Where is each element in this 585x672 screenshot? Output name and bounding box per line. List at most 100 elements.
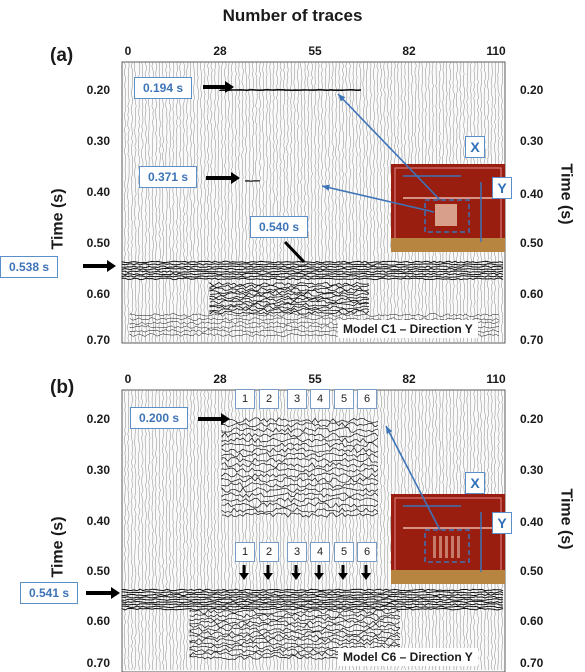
photo-model-c1-cube	[435, 204, 457, 226]
axis-marker-x-b: X	[465, 472, 485, 494]
y-axis-label-b-left: Time (s)	[49, 516, 67, 578]
number-box-top-5: 5	[334, 389, 354, 409]
pointer-0194s-head	[338, 94, 346, 102]
axis-marker-y-a: Y	[492, 177, 512, 199]
panel-a-reflection-0	[219, 88, 362, 92]
y-tick-a-right-0.30: 0.30	[520, 134, 544, 148]
x-tick-b-110: 110	[486, 372, 506, 386]
pointer-0371s	[321, 185, 435, 213]
down-arrow-head-3	[291, 573, 301, 580]
x-tick-b-82: 82	[402, 372, 416, 386]
y-tick-a-left-0.40: 0.40	[86, 185, 110, 199]
axis-marker-y-b: Y	[492, 512, 512, 534]
arrow-0541s-head	[111, 587, 120, 599]
panel-a-reflection-3	[209, 281, 370, 315]
model-caption-b: Model C6 – Direction Y	[338, 648, 478, 666]
y-tick-b-right-0.50: 0.50	[520, 564, 544, 578]
number-box-top-6: 6	[357, 389, 377, 409]
y-tick-a-left-0.70: 0.70	[86, 333, 110, 347]
number-box-bottom-4: 4	[310, 542, 330, 562]
y-axis-label-a-left: Time (s)	[49, 188, 67, 250]
x-tick-a-110: 110	[486, 44, 506, 58]
x-tick-a-55: 55	[308, 44, 322, 58]
y-tick-b-left-0.30: 0.30	[86, 463, 110, 477]
photo-model-c6-column-3	[451, 536, 454, 558]
arrow-0538s-head	[107, 260, 116, 272]
x-tick-b-0: 0	[124, 372, 132, 386]
arrow-0194s-head	[225, 81, 234, 93]
axis-marker-x-a: X	[465, 136, 485, 158]
y-tick-b-right-0.30: 0.30	[520, 463, 544, 477]
number-box-top-3: 3	[287, 389, 307, 409]
pointer-0371s-head	[322, 184, 330, 191]
annotation-0538s: 0.538 s	[0, 256, 59, 278]
y-tick-a-right-0.50: 0.50	[520, 236, 544, 250]
annotation-0371s: 0.371 s	[139, 166, 198, 188]
annotation-0540s: 0.540 s	[250, 216, 309, 238]
number-box-top-4: 4	[310, 389, 330, 409]
down-arrow-head-4	[314, 573, 324, 580]
down-arrow-head-5	[338, 573, 348, 580]
y-axis-label-b-right: Time (s)	[557, 488, 575, 550]
panel-b-reflection-1	[121, 588, 504, 611]
y-tick-a-left-0.60: 0.60	[86, 287, 110, 301]
photo-model-c1-base	[391, 238, 505, 252]
y-tick-a-left-0.30: 0.30	[86, 134, 110, 148]
number-box-bottom-3: 3	[287, 542, 307, 562]
y-tick-b-left-0.60: 0.60	[86, 614, 110, 628]
y-axis-label-a-right: Time (s)	[557, 163, 575, 225]
down-arrow-head-1	[239, 573, 249, 580]
pointer-0200s	[385, 425, 441, 531]
number-box-top-1: 1	[235, 389, 255, 409]
down-arrow-head-2	[263, 573, 273, 580]
y-tick-b-left-0.50: 0.50	[86, 564, 110, 578]
photo-model-c6-column-4	[457, 536, 460, 558]
arrow-0200s-head	[221, 413, 230, 425]
panel-b-reflection-2	[189, 609, 401, 660]
y-tick-b-right-0.20: 0.20	[520, 412, 544, 426]
annotation-0200s: 0.200 s	[130, 407, 189, 429]
pointer-0200s-head	[386, 426, 393, 434]
photo-model-c1-dashed-box	[424, 199, 470, 233]
y-tick-a-right-0.70: 0.70	[520, 333, 544, 347]
down-arrow-head-6	[361, 573, 371, 580]
arrow-0540s	[283, 240, 306, 264]
y-tick-b-right-0.70: 0.70	[520, 656, 544, 670]
panel-a-reflection-4	[129, 313, 500, 337]
y-tick-b-right-0.60: 0.60	[520, 614, 544, 628]
y-tick-b-left-0.20: 0.20	[86, 412, 110, 426]
photo-model-c6-dashed-box	[424, 529, 470, 563]
arrow-0371s-head	[231, 172, 240, 184]
y-tick-a-left-0.20: 0.20	[86, 83, 110, 97]
x-tick-b-55: 55	[308, 372, 322, 386]
panel-a-reflection-2	[121, 260, 504, 281]
y-tick-a-right-0.20: 0.20	[520, 83, 544, 97]
x-tick-b-28: 28	[213, 372, 227, 386]
x-tick-a-82: 82	[402, 44, 416, 58]
y-tick-a-right-0.60: 0.60	[520, 287, 544, 301]
y-tick-a-right-0.40: 0.40	[520, 187, 544, 201]
photo-model-c6-column-2	[445, 536, 448, 558]
y-tick-b-left-0.70: 0.70	[86, 656, 110, 670]
figure-title: Number of traces	[222, 6, 363, 25]
panel-b-reflection-0	[221, 417, 379, 518]
panel-b-label: (b)	[50, 377, 75, 398]
y-tick-b-right-0.40: 0.40	[520, 515, 544, 529]
annotation-0541s: 0.541 s	[20, 582, 79, 604]
number-box-bottom-6: 6	[357, 542, 377, 562]
number-box-bottom-1: 1	[235, 542, 255, 562]
annotation-0194s: 0.194 s	[134, 77, 193, 99]
photo-model-c6-column-1	[439, 536, 442, 558]
panel-a-label: (a)	[50, 45, 74, 66]
pointer-0194s	[337, 93, 441, 201]
photo-model-c6-column-0	[433, 536, 436, 558]
y-tick-b-left-0.40: 0.40	[86, 514, 110, 528]
number-box-bottom-5: 5	[334, 542, 354, 562]
x-tick-a-0: 0	[124, 44, 132, 58]
photo-model-c6-base	[391, 570, 505, 584]
x-tick-a-28: 28	[213, 44, 227, 58]
model-caption-a: Model C1 – Direction Y	[338, 320, 478, 338]
number-box-top-2: 2	[259, 389, 279, 409]
number-box-bottom-2: 2	[259, 542, 279, 562]
